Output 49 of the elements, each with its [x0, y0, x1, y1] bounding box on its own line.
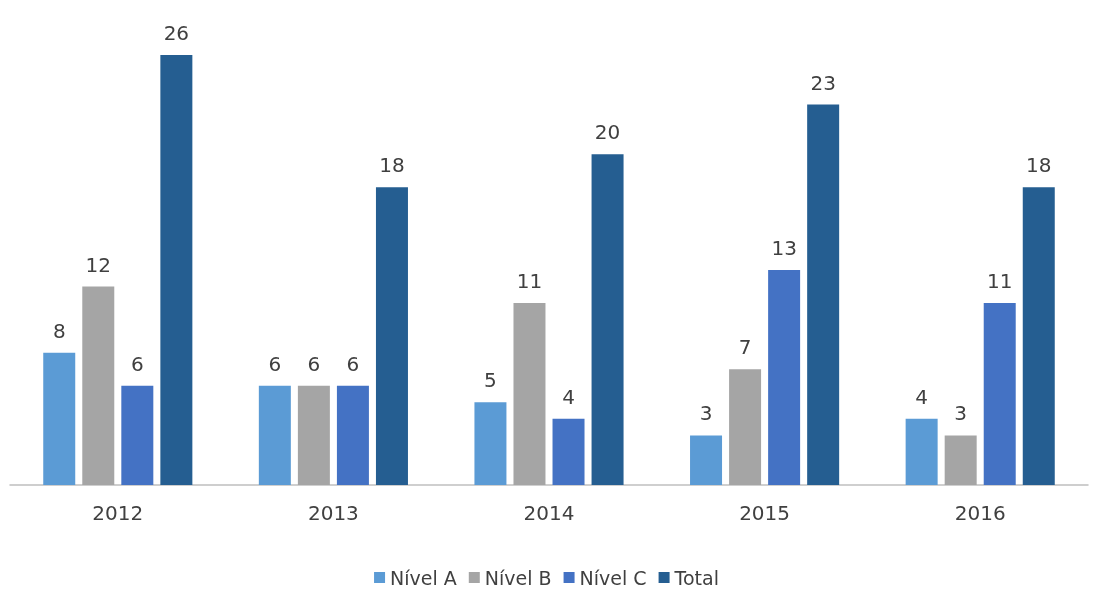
data-label: 4 — [562, 384, 575, 409]
data-label: 11 — [986, 269, 1013, 294]
data-label: 26 — [163, 21, 190, 45]
x-tick-label: 2014 — [523, 501, 575, 525]
bar — [297, 385, 330, 485]
data-label: 7 — [738, 335, 752, 360]
bar — [82, 286, 115, 485]
legend-label: Nível B — [484, 566, 552, 589]
bar — [160, 55, 193, 485]
x-tick-label: 2015 — [739, 501, 791, 525]
x-tick-label: 2013 — [307, 501, 359, 525]
data-label: 6 — [307, 351, 321, 376]
bar — [552, 418, 585, 485]
bar — [944, 435, 977, 485]
bar — [258, 385, 291, 485]
bar — [474, 402, 507, 485]
data-label: 18 — [379, 153, 405, 178]
bar — [43, 352, 76, 485]
bar — [1022, 187, 1055, 485]
legend-label: Nível A — [390, 566, 457, 589]
data-label: 6 — [346, 351, 360, 376]
bar — [905, 418, 938, 485]
x-tick-label: 2016 — [954, 501, 1006, 525]
data-label: 3 — [954, 401, 968, 426]
data-label: 4 — [915, 384, 929, 409]
data-label: 12 — [85, 252, 112, 277]
data-label: 23 — [810, 70, 836, 95]
bar — [983, 303, 1016, 485]
bar — [513, 303, 546, 485]
data-label: 18 — [1026, 153, 1052, 178]
data-label: 20 — [594, 120, 621, 145]
bar — [768, 270, 801, 485]
data-label: 8 — [52, 318, 66, 343]
data-label: 6 — [268, 351, 282, 376]
legend-label: Nível C — [579, 566, 647, 589]
bar — [729, 369, 762, 485]
bar — [690, 435, 723, 485]
legend-label: Total — [673, 566, 719, 589]
bar — [336, 385, 369, 485]
data-label: 11 — [516, 269, 543, 294]
bar — [375, 187, 408, 485]
data-label: 3 — [699, 401, 713, 426]
x-tick-label: 2012 — [92, 501, 144, 525]
bar — [807, 104, 840, 485]
bar — [591, 154, 624, 485]
data-label: 5 — [484, 368, 497, 393]
data-label: 6 — [130, 351, 144, 376]
data-label: 13 — [771, 236, 797, 260]
bar — [121, 385, 154, 485]
